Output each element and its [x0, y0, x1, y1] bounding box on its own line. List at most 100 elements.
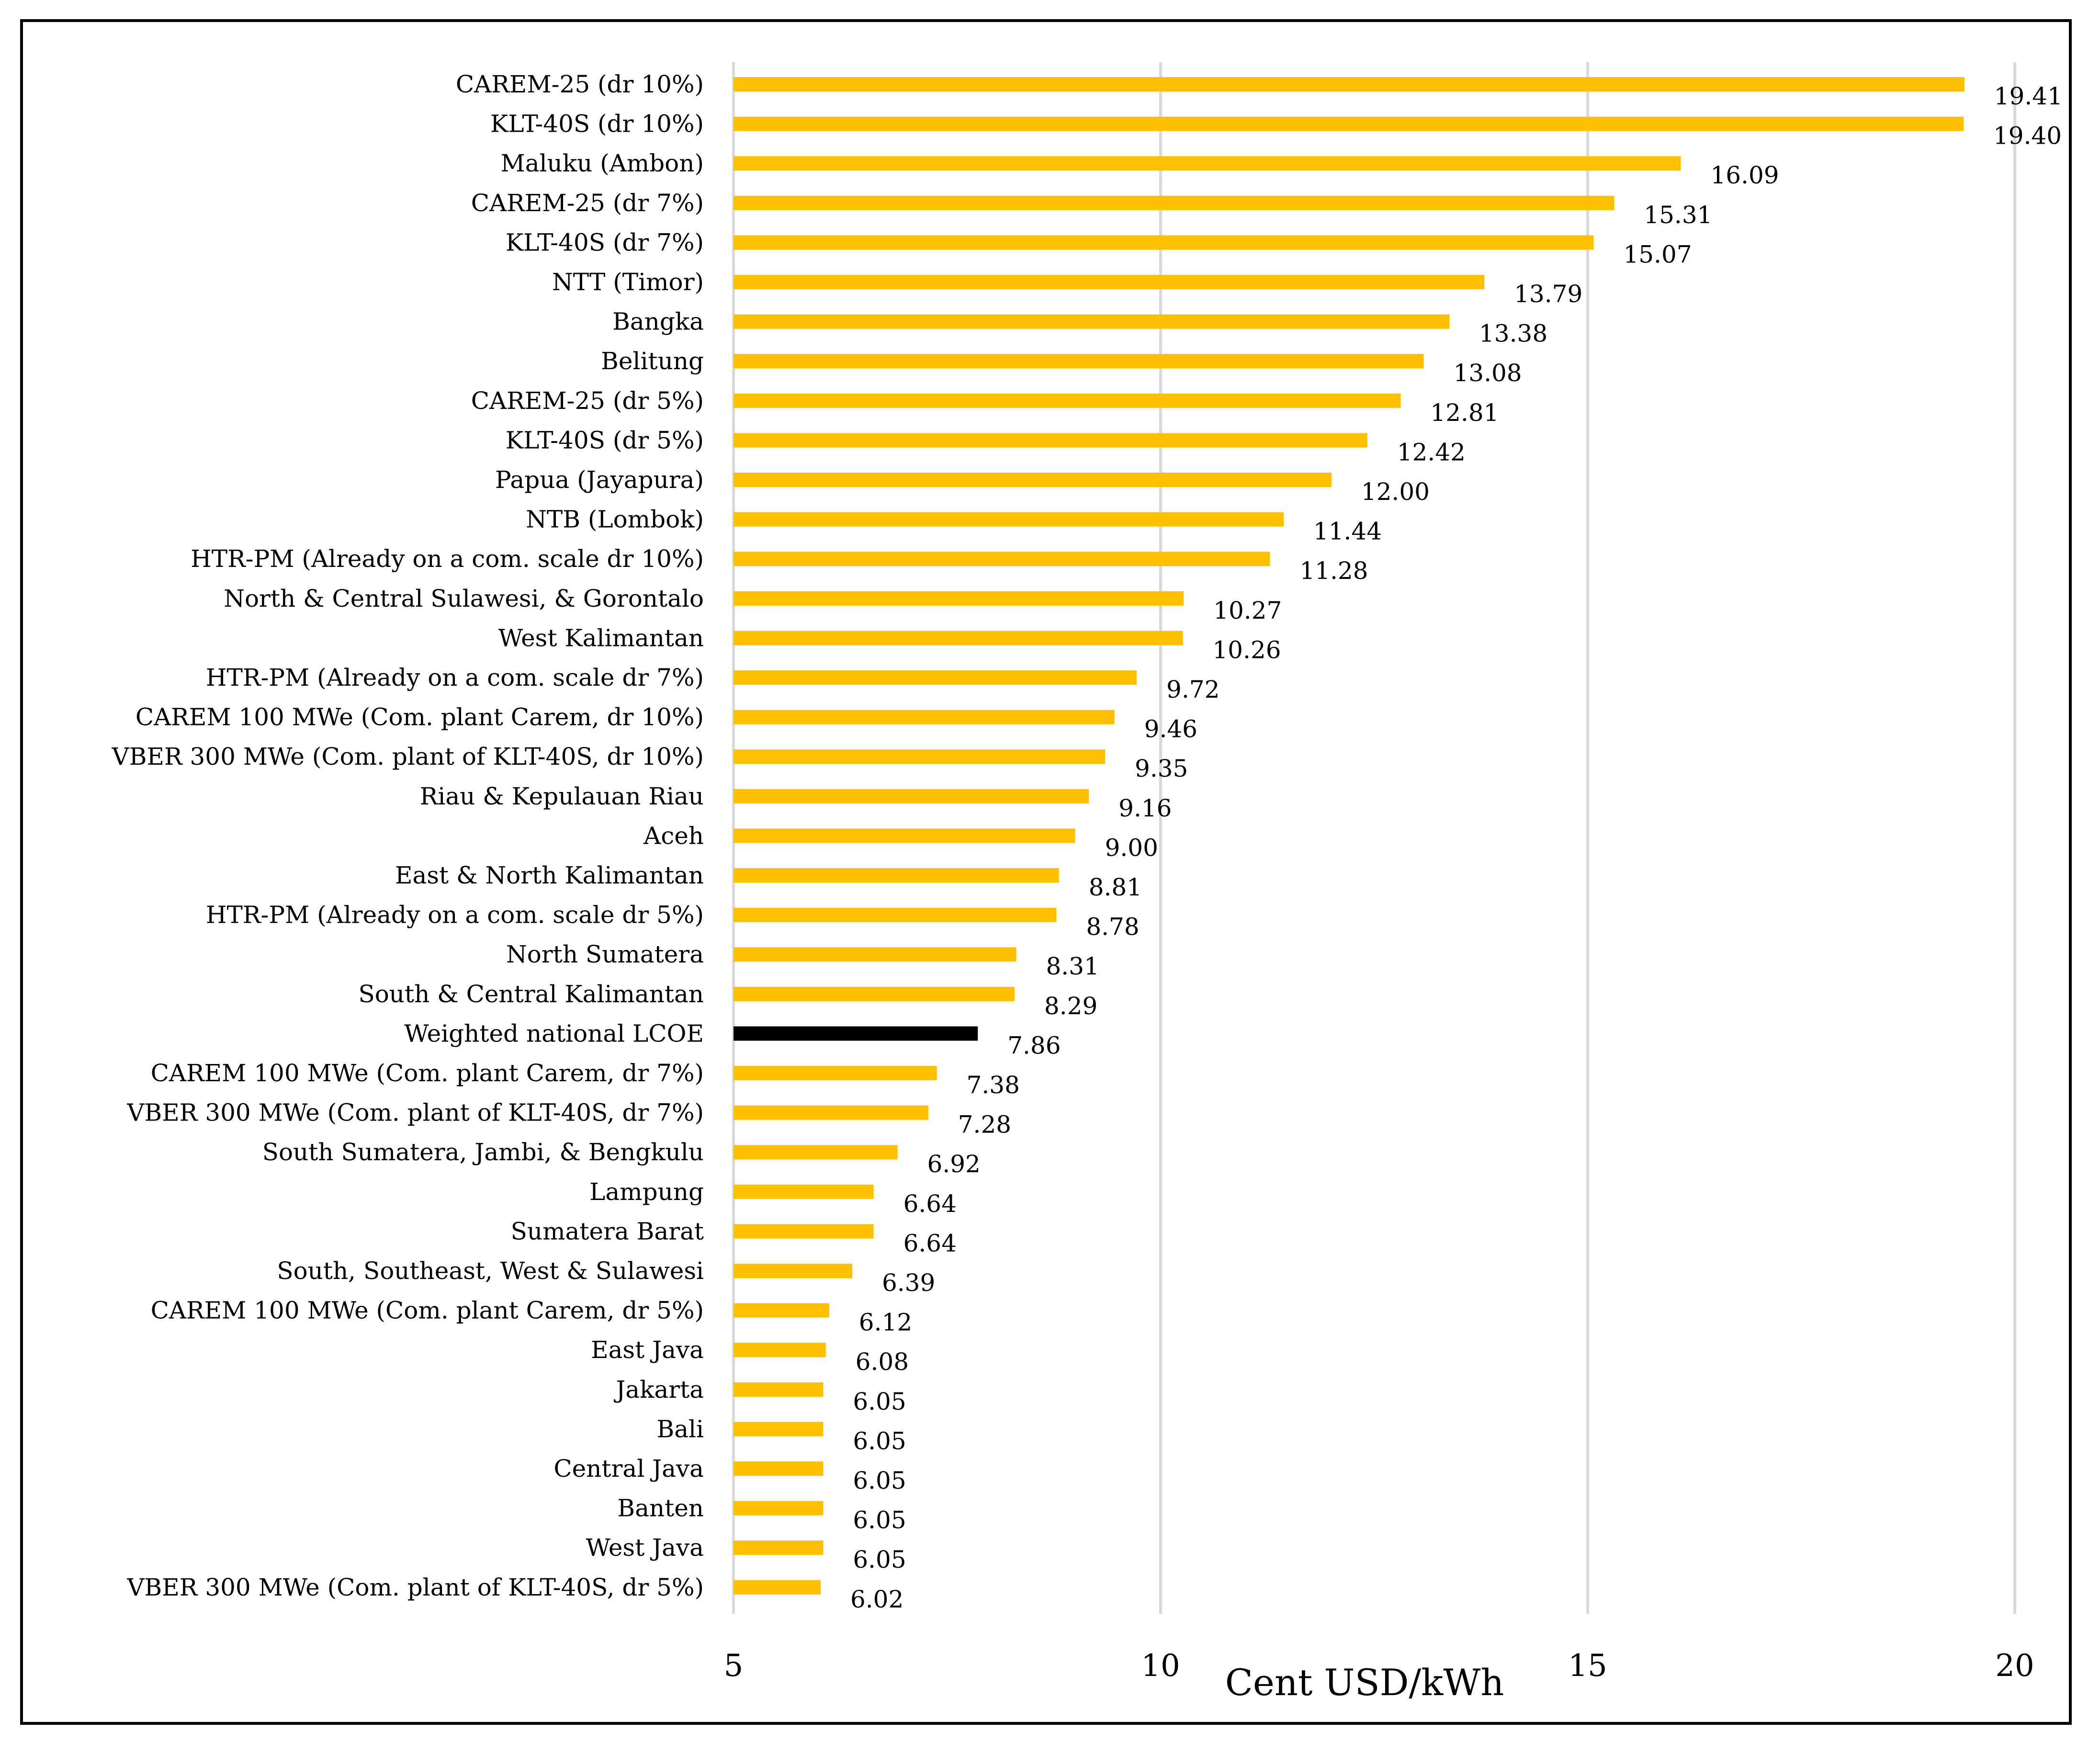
- bar-carem-25-dr-10: [734, 77, 1965, 91]
- value-label-west-kalimantan: 10.26: [1212, 636, 1281, 664]
- x-tick-label-15: 15: [1568, 1648, 1607, 1684]
- category-label-htr-pm-already-on-a-com-scale-dr-10: HTR-PM (Already on a com. scale dr 10%): [191, 545, 704, 573]
- bars: [734, 77, 1965, 1595]
- bar-vber-300-mwe-com-plant-of-klt-40s-dr-10: [734, 749, 1106, 764]
- value-label-riau-kepulauan-riau: 9.16: [1118, 794, 1172, 822]
- bar-central-java: [734, 1461, 824, 1476]
- bar-sumatera-barat: [734, 1224, 874, 1239]
- value-label-htr-pm-already-on-a-com-scale-dr-10: 11.28: [1299, 557, 1368, 585]
- category-label-banten: Banten: [617, 1494, 704, 1522]
- bar-htr-pm-already-on-a-com-scale-dr-10: [734, 552, 1270, 566]
- category-label-north-central-sulawesi-gorontalo: North & Central Sulawesi, & Gorontalo: [224, 585, 704, 612]
- category-label-vber-300-mwe-com-plant-of-klt-40s-dr-10: VBER 300 MWe (Com. plant of KLT-40S, dr …: [112, 743, 704, 770]
- category-label-aceh: Aceh: [643, 822, 704, 849]
- category-label-east-java: East Java: [591, 1336, 704, 1364]
- category-label-carem-25-dr-5: CAREM-25 (dr 5%): [471, 387, 704, 415]
- value-label-carem-25-dr-10: 19.41: [1994, 82, 2063, 110]
- category-label-north-sumatera: North Sumatera: [506, 940, 704, 968]
- value-label-carem-100-mwe-com-plant-carem-dr-5: 6.12: [859, 1309, 912, 1336]
- value-label-south-sumatera-jambi-bengkulu: 6.92: [927, 1150, 981, 1178]
- category-label-maluku-ambon: Maluku (Ambon): [501, 149, 704, 177]
- category-label-htr-pm-already-on-a-com-scale-dr-7: HTR-PM (Already on a com. scale dr 7%): [206, 664, 704, 691]
- value-label-belitung: 13.08: [1453, 359, 1522, 387]
- value-label-vber-300-mwe-com-plant-of-klt-40s-dr-10: 9.35: [1135, 755, 1188, 782]
- bar-south-sumatera-jambi-bengkulu: [734, 1145, 898, 1160]
- category-label-vber-300-mwe-com-plant-of-klt-40s-dr-5: VBER 300 MWe (Com. plant of KLT-40S, dr …: [126, 1573, 704, 1601]
- bar-south-central-kalimantan: [734, 986, 1015, 1001]
- bar-carem-25-dr-5: [734, 393, 1401, 408]
- category-label-klt-40s-dr-5: KLT-40S (dr 5%): [506, 426, 704, 454]
- value-label-carem-25-dr-5: 12.81: [1430, 399, 1499, 427]
- category-label-carem-100-mwe-com-plant-carem-dr-5: CAREM 100 MWe (Com. plant Carem, dr 5%): [151, 1297, 704, 1324]
- bar-vber-300-mwe-com-plant-of-klt-40s-dr-7: [734, 1105, 928, 1120]
- value-label-ntt-timor: 13.79: [1514, 280, 1582, 308]
- category-label-ntt-timor: NTT (Timor): [552, 268, 704, 296]
- category-label-south-central-kalimantan: South & Central Kalimantan: [358, 980, 704, 1008]
- value-label-klt-40s-dr-7: 15.07: [1623, 240, 1692, 268]
- value-label-vber-300-mwe-com-plant-of-klt-40s-dr-5: 6.02: [850, 1585, 903, 1613]
- x-axis-title: Cent USD/kWh: [1225, 1661, 1504, 1704]
- value-label-north-central-sulawesi-gorontalo: 10.27: [1213, 597, 1282, 624]
- x-tick-label-20: 20: [1995, 1648, 2034, 1684]
- value-label-east-java: 6.08: [856, 1348, 909, 1376]
- category-label-jakarta: Jakarta: [613, 1376, 704, 1403]
- bar-south-southeast-west-sulawesi: [734, 1264, 852, 1278]
- bar-carem-100-mwe-com-plant-carem-dr-10: [734, 710, 1115, 724]
- category-labels: CAREM-25 (dr 10%) KLT-40S (dr 10%) Maluku …: [112, 70, 704, 1601]
- bar-ntt-timor: [734, 275, 1485, 289]
- value-label-htr-pm-already-on-a-com-scale-dr-7: 9.72: [1166, 676, 1219, 703]
- bar-papua-jayapura: [734, 473, 1332, 487]
- bar-carem-100-mwe-com-plant-carem-dr-5: [734, 1303, 829, 1318]
- x-tick-label-5: 5: [724, 1648, 744, 1684]
- category-label-sumatera-barat: Sumatera Barat: [511, 1217, 704, 1245]
- value-label-jakarta: 6.05: [853, 1388, 906, 1415]
- bar-belitung: [734, 354, 1424, 369]
- value-labels: 19.41 19.40 16.09 15.31 15.07 13.79 13.38 13.08…: [850, 82, 2063, 1613]
- bar-bali: [734, 1422, 824, 1437]
- category-label-ntb-lombok: NTB (Lombok): [526, 506, 704, 533]
- bar-aceh: [734, 828, 1075, 843]
- bar-lampung: [734, 1184, 874, 1199]
- bar-riau-kepulauan-riau: [734, 789, 1089, 804]
- bar-bangka: [734, 314, 1449, 329]
- category-label-htr-pm-already-on-a-com-scale-dr-5: HTR-PM (Already on a com. scale dr 5%): [206, 901, 704, 929]
- category-label-east-north-kalimantan: East & North Kalimantan: [395, 861, 704, 889]
- category-label-klt-40s-dr-7: KLT-40S (dr 7%): [506, 228, 704, 256]
- value-label-sumatera-barat: 6.64: [903, 1229, 957, 1257]
- bar-klt-40s-dr-7: [734, 235, 1594, 250]
- category-label-carem-100-mwe-com-plant-carem-dr-10: CAREM 100 MWe (Com. plant Carem, dr 10%): [135, 703, 704, 731]
- bar-jakarta: [734, 1382, 824, 1397]
- bar-vber-300-mwe-com-plant-of-klt-40s-dr-5: [734, 1580, 821, 1595]
- bar-maluku-ambon: [734, 156, 1681, 171]
- value-label-klt-40s-dr-5: 12.42: [1397, 438, 1466, 466]
- bar-htr-pm-already-on-a-com-scale-dr-5: [734, 907, 1057, 922]
- category-label-central-java: Central Java: [553, 1455, 704, 1483]
- category-label-vber-300-mwe-com-plant-of-klt-40s-dr-7: VBER 300 MWe (Com. plant of KLT-40S, dr …: [126, 1099, 704, 1127]
- value-label-bangka: 13.38: [1479, 320, 1547, 348]
- value-label-carem-100-mwe-com-plant-carem-dr-7: 7.38: [967, 1071, 1020, 1099]
- bar-carem-25-dr-7: [734, 195, 1615, 210]
- value-label-aceh: 9.00: [1105, 834, 1158, 861]
- bar-north-central-sulawesi-gorontalo: [734, 591, 1184, 606]
- bar-htr-pm-already-on-a-com-scale-dr-7: [734, 670, 1137, 685]
- category-label-riau-kepulauan-riau: Riau & Kepulauan Riau: [420, 782, 704, 810]
- x-tick-label-10: 10: [1141, 1648, 1180, 1684]
- category-label-belitung: Belitung: [601, 347, 704, 375]
- value-label-east-north-kalimantan: 8.81: [1089, 873, 1142, 901]
- category-label-lampung: Lampung: [589, 1178, 704, 1206]
- x-axis-ticks: 5 10 15 20: [724, 1648, 2034, 1684]
- value-label-papua-jayapura: 12.00: [1361, 478, 1430, 506]
- value-label-south-central-kalimantan: 8.29: [1044, 992, 1097, 1020]
- bar-weighted-national-lcoe: [734, 1026, 978, 1041]
- category-label-carem-25-dr-10: CAREM-25 (dr 10%): [456, 70, 704, 98]
- value-label-maluku-ambon: 16.09: [1710, 161, 1779, 189]
- value-label-bali: 6.05: [853, 1427, 906, 1455]
- category-label-south-sumatera-jambi-bengkulu: South Sumatera, Jambi, & Bengkulu: [262, 1138, 704, 1166]
- category-label-bangka: Bangka: [612, 308, 704, 336]
- value-label-lampung: 6.64: [903, 1190, 957, 1218]
- bar-west-kalimantan: [734, 631, 1183, 645]
- category-label-papua-jayapura: Papua (Jayapura): [495, 466, 704, 494]
- bar-east-java: [734, 1343, 826, 1358]
- bar-klt-40s-dr-5: [734, 433, 1367, 448]
